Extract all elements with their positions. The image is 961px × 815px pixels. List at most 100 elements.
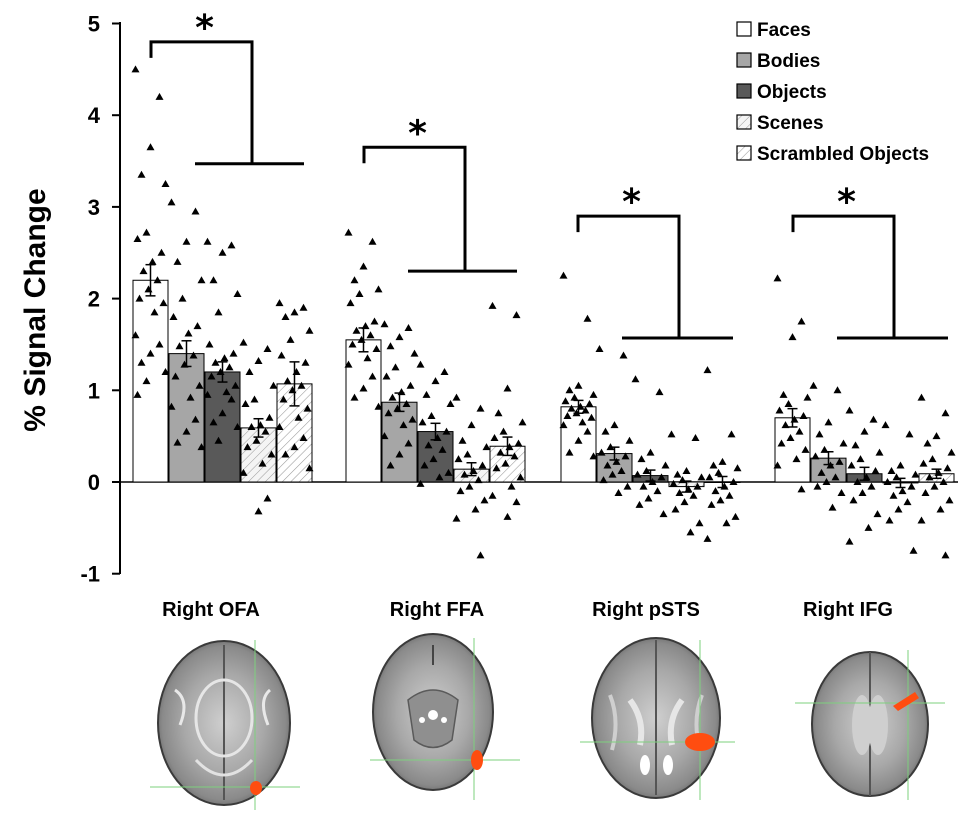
legend-swatch bbox=[736, 21, 752, 37]
subject-point bbox=[501, 459, 510, 467]
subject-point bbox=[815, 430, 824, 438]
subject-point bbox=[133, 390, 142, 398]
subject-point bbox=[161, 367, 170, 375]
subject-point bbox=[633, 470, 642, 478]
subject-point bbox=[583, 314, 592, 322]
subject-point bbox=[137, 358, 146, 366]
subject-points bbox=[131, 65, 956, 559]
subject-point bbox=[619, 351, 628, 359]
legend-entry: Scrambled Objects bbox=[736, 144, 929, 165]
subject-point bbox=[416, 360, 425, 368]
subject-point bbox=[673, 470, 682, 478]
subject-point bbox=[269, 381, 278, 389]
subject-point bbox=[648, 478, 657, 485]
subject-point bbox=[777, 439, 786, 447]
subject-point bbox=[292, 367, 301, 375]
subject-point bbox=[775, 406, 784, 414]
subject-point bbox=[424, 441, 433, 449]
subject-point bbox=[142, 377, 151, 385]
subject-point bbox=[860, 427, 869, 435]
subject-point bbox=[928, 455, 937, 463]
subject-point bbox=[856, 455, 865, 463]
subject-point bbox=[510, 452, 519, 460]
subject-point bbox=[469, 466, 478, 474]
subject-point bbox=[811, 452, 820, 460]
significance-bracket: * bbox=[362, 113, 517, 273]
subject-point bbox=[178, 294, 187, 302]
subject-point bbox=[606, 443, 615, 451]
subject-point bbox=[894, 505, 903, 513]
subject-point bbox=[243, 443, 252, 451]
subject-point bbox=[655, 388, 664, 396]
subject-point bbox=[139, 267, 148, 275]
subject-point bbox=[254, 356, 263, 364]
subject-point bbox=[446, 400, 455, 408]
legend-swatch bbox=[736, 145, 752, 161]
subject-point bbox=[864, 523, 873, 531]
subject-point bbox=[350, 393, 359, 401]
subject-point bbox=[936, 505, 945, 513]
subject-point bbox=[930, 482, 939, 490]
significance-bracket: * bbox=[791, 182, 948, 340]
y-tick-label: 5 bbox=[88, 12, 100, 37]
subject-point bbox=[680, 498, 689, 506]
subject-point bbox=[133, 234, 142, 242]
subject-point bbox=[514, 439, 523, 447]
subject-point bbox=[286, 335, 295, 343]
subject-point bbox=[617, 466, 626, 474]
subject-point bbox=[576, 402, 585, 410]
bar-faces-1 bbox=[345, 339, 382, 483]
subject-point bbox=[203, 237, 212, 245]
subject-point bbox=[887, 466, 896, 474]
subject-point bbox=[218, 409, 227, 417]
subject-point bbox=[799, 411, 808, 419]
subject-point bbox=[703, 366, 712, 374]
bar-objects-0 bbox=[204, 371, 241, 483]
subject-point bbox=[404, 439, 413, 447]
subject-point bbox=[290, 308, 299, 316]
subject-point bbox=[173, 257, 182, 265]
subject-point bbox=[898, 487, 907, 495]
subject-point bbox=[372, 345, 381, 353]
subject-point bbox=[873, 510, 882, 518]
subject-point bbox=[583, 427, 592, 435]
subject-point bbox=[442, 427, 451, 435]
subject-point bbox=[207, 372, 216, 380]
legend-label: Objects bbox=[757, 82, 827, 103]
subject-point bbox=[925, 473, 934, 481]
legend-label: Scrambled Objects bbox=[757, 144, 929, 165]
significance-brackets: * * * * bbox=[149, 8, 948, 340]
subject-point bbox=[247, 422, 256, 430]
subject-point bbox=[809, 381, 818, 389]
subject-point bbox=[637, 455, 646, 463]
subject-point bbox=[657, 473, 666, 481]
subject-point bbox=[357, 335, 366, 343]
subject-point bbox=[370, 317, 379, 325]
subject-point bbox=[374, 285, 383, 293]
legend-entry: Objects bbox=[736, 82, 827, 103]
subject-point bbox=[348, 340, 357, 348]
subject-point bbox=[380, 320, 389, 328]
subject-point bbox=[452, 393, 461, 401]
subject-point bbox=[512, 311, 521, 319]
subject-point bbox=[391, 363, 400, 371]
subject-point bbox=[689, 491, 698, 499]
subject-point bbox=[214, 308, 223, 316]
subject-point bbox=[939, 478, 948, 485]
subject-point bbox=[507, 482, 516, 490]
subject-point bbox=[488, 301, 497, 309]
subject-point bbox=[503, 384, 512, 392]
subject-point bbox=[563, 411, 572, 419]
subject-point bbox=[601, 427, 610, 435]
legend-label: Faces bbox=[757, 20, 811, 41]
subject-point bbox=[565, 448, 574, 456]
subject-point bbox=[153, 276, 162, 284]
subject-point bbox=[222, 388, 231, 396]
subject-point bbox=[420, 461, 429, 469]
subject-point bbox=[142, 228, 151, 236]
subject-point bbox=[410, 349, 419, 357]
subject-point bbox=[907, 482, 916, 490]
subject-point bbox=[241, 400, 250, 408]
subject-point bbox=[416, 479, 425, 487]
